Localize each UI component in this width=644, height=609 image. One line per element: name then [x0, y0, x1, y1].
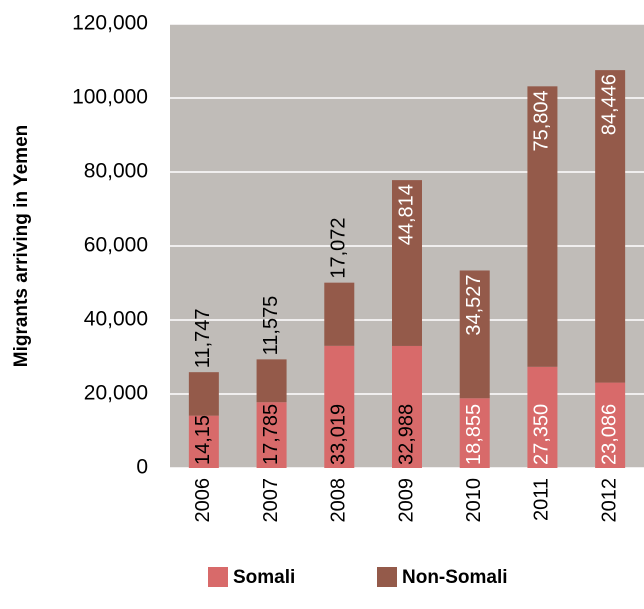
- x-tick-label: 2006: [192, 478, 214, 523]
- data-label: 32,988: [395, 404, 417, 465]
- bar-segment: [188, 372, 219, 416]
- legend-swatch: [208, 567, 228, 587]
- data-label: 18,855: [463, 404, 485, 465]
- data-label: 11,747: [192, 308, 214, 368]
- bar-segment: [324, 345, 355, 468]
- bar-segment: [256, 402, 287, 468]
- x-tick-label: 2012: [598, 478, 620, 523]
- legend-label: Somali: [233, 567, 295, 588]
- data-label: 27,350: [531, 404, 553, 465]
- x-tick-label: 2007: [260, 478, 282, 523]
- bar-segment: [527, 366, 558, 468]
- y-axis-label: Migrants arriving in Yemen: [11, 125, 32, 368]
- data-label: 14,151: [192, 404, 214, 465]
- legend-swatch: [377, 567, 397, 587]
- data-label: 33,019: [328, 404, 350, 465]
- y-tick-label: 120,000: [72, 12, 148, 35]
- data-label: 17,072: [328, 217, 350, 278]
- data-label: 34,527: [463, 274, 485, 335]
- data-label: 17,785: [260, 404, 282, 465]
- data-label: 75,804: [531, 90, 553, 151]
- bar-segment: [324, 282, 355, 346]
- x-tick-label: 2011: [531, 478, 553, 521]
- data-label: 11,575: [260, 296, 282, 356]
- data-label: 23,086: [598, 404, 620, 465]
- legend-label: Non-Somali: [402, 567, 508, 588]
- bar-segment: [595, 70, 626, 383]
- bar-segment: [595, 382, 626, 468]
- y-tick-label: 80,000: [84, 160, 148, 183]
- y-tick-label: 60,000: [84, 234, 148, 257]
- x-tick-label: 2010: [463, 478, 485, 523]
- data-label: 44,814: [395, 184, 417, 245]
- y-tick-label: 40,000: [84, 308, 148, 331]
- y-tick-label: 0: [136, 456, 148, 479]
- bar-segment: [188, 415, 219, 468]
- x-tick-label: 2009: [395, 478, 417, 523]
- y-tick-label: 100,000: [72, 86, 148, 109]
- bar-segment: [392, 180, 422, 346]
- bar-segment: [527, 86, 558, 367]
- bar-segment: [459, 270, 490, 399]
- bar-segment: [256, 359, 287, 403]
- x-tick-label: 2008: [328, 478, 350, 523]
- data-label: 84,446: [598, 74, 620, 135]
- y-tick-label: 20,000: [84, 382, 148, 405]
- bar-segment: [392, 345, 422, 468]
- bar-segment: [459, 398, 490, 468]
